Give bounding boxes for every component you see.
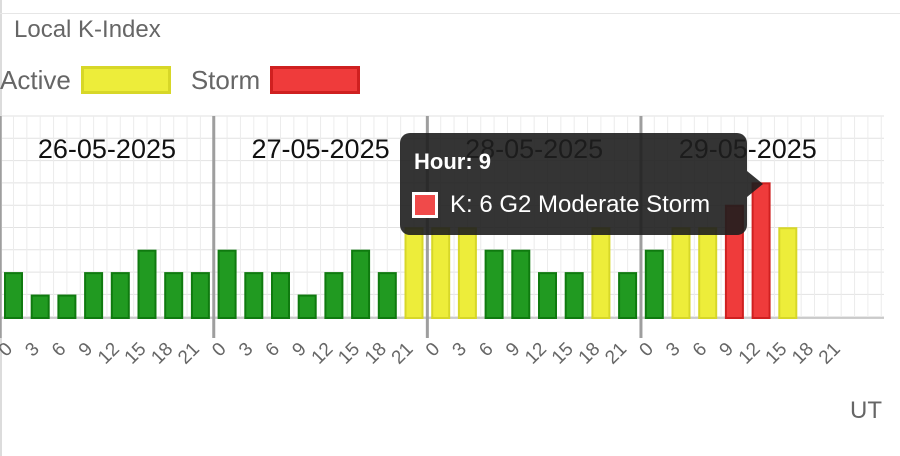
legend-swatch-storm bbox=[270, 66, 361, 94]
bar-2 bbox=[57, 294, 77, 319]
bar-13 bbox=[351, 249, 371, 320]
x-tick-label: 12 bbox=[308, 339, 338, 369]
bar-25 bbox=[671, 227, 691, 320]
x-tick-label: 15 bbox=[334, 339, 364, 369]
x-axis-label: UT bbox=[850, 397, 882, 424]
tooltip-swatch bbox=[412, 192, 438, 218]
x-tick-label: 0 bbox=[208, 339, 230, 361]
tooltip-text: K: 6 G2 Moderate Storm bbox=[450, 191, 711, 218]
bar-19 bbox=[511, 249, 531, 320]
x-tick-label: 15 bbox=[762, 339, 792, 369]
bar-1 bbox=[30, 294, 50, 319]
day-label-1: 27-05-2025 bbox=[251, 134, 389, 164]
bar-5 bbox=[137, 249, 157, 320]
x-tick-label: 18 bbox=[788, 339, 818, 369]
x-tick-label: 3 bbox=[662, 339, 684, 361]
bar-28 bbox=[751, 182, 771, 319]
bar-4 bbox=[110, 272, 130, 320]
x-tick-label: 15 bbox=[121, 339, 151, 369]
tooltip-row: K: 6 G2 Moderate Storm bbox=[412, 191, 710, 219]
x-tick-label: 9 bbox=[716, 339, 738, 361]
bar-18 bbox=[484, 249, 504, 320]
x-tick-label: 6 bbox=[48, 339, 70, 361]
bar-0 bbox=[4, 272, 23, 320]
x-tick-label: 21 bbox=[174, 339, 204, 369]
bar-29 bbox=[778, 227, 798, 320]
tooltip-title: Hour: 9 bbox=[414, 149, 491, 174]
x-tick-label: 0 bbox=[422, 339, 444, 361]
bar-24 bbox=[644, 249, 664, 320]
tooltip-arrow bbox=[747, 171, 763, 197]
x-tick-label: 9 bbox=[502, 339, 524, 361]
bar-20 bbox=[538, 272, 557, 320]
bar-3 bbox=[84, 272, 104, 320]
bar-7 bbox=[190, 272, 210, 320]
bar-15 bbox=[404, 227, 424, 320]
tooltip: Hour: 9 K: 6 G2 Moderate Storm bbox=[400, 133, 763, 235]
x-tick-label: 6 bbox=[689, 339, 711, 361]
x-tick-label: 6 bbox=[475, 339, 497, 361]
x-tick-label: 12 bbox=[521, 339, 551, 369]
x-tick-label: 9 bbox=[288, 339, 310, 361]
bar-6 bbox=[164, 272, 184, 320]
legend-swatch-active bbox=[80, 66, 171, 94]
x-tick-label: 21 bbox=[388, 339, 418, 369]
x-tick-label: 21 bbox=[815, 339, 845, 369]
x-tick-label: 18 bbox=[147, 339, 177, 369]
legend-item-storm[interactable]: Storm bbox=[190, 64, 361, 96]
legend-label-storm: Storm bbox=[190, 64, 261, 95]
legend-label-active: Active bbox=[0, 64, 71, 95]
legend: Active Storm bbox=[0, 62, 380, 98]
top-divider bbox=[0, 13, 900, 14]
bar-10 bbox=[271, 272, 290, 320]
day-label-0: 26-05-2025 bbox=[38, 134, 176, 164]
x-tick-label: 3 bbox=[21, 339, 43, 361]
x-tick-label: 3 bbox=[235, 339, 257, 361]
bar-23 bbox=[618, 272, 638, 320]
bars bbox=[4, 182, 798, 320]
bar-22 bbox=[591, 227, 611, 320]
x-tick-label: 18 bbox=[575, 339, 605, 369]
x-tick-label: 15 bbox=[548, 339, 578, 369]
x-tick-label: 9 bbox=[75, 339, 97, 361]
bar-12 bbox=[324, 272, 344, 320]
bar-9 bbox=[244, 272, 264, 320]
x-tick-labels: 2103691215182103691215182103691215182103… bbox=[0, 339, 845, 369]
x-tick-label: 12 bbox=[94, 339, 124, 369]
bar-17 bbox=[457, 227, 477, 320]
bar-11 bbox=[297, 294, 317, 319]
x-tick-label: 12 bbox=[735, 339, 765, 369]
x-tick-label: 6 bbox=[262, 339, 284, 361]
x-tick-label: 18 bbox=[361, 339, 391, 369]
bar-14 bbox=[377, 272, 397, 320]
bar-21 bbox=[564, 272, 584, 320]
bar-16 bbox=[431, 227, 451, 320]
x-tick-label: 0 bbox=[0, 339, 17, 361]
x-tick-label: 0 bbox=[636, 339, 658, 361]
bar-26 bbox=[698, 227, 718, 320]
bar-8 bbox=[217, 249, 237, 320]
x-tick-label: 3 bbox=[449, 339, 471, 361]
legend-item-active[interactable]: Active bbox=[0, 65, 171, 96]
x-tick-label: 21 bbox=[601, 339, 631, 369]
chart-title: Local K-Index bbox=[14, 16, 161, 43]
